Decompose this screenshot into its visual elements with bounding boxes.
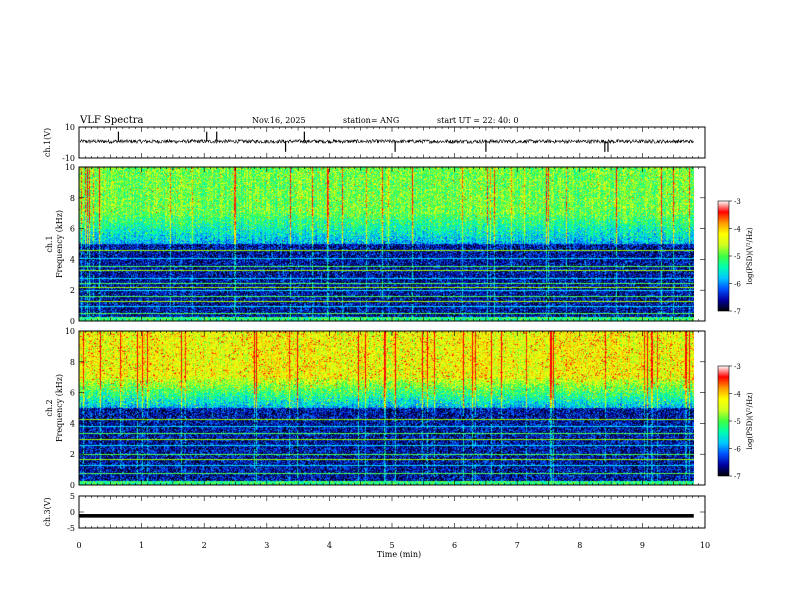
y-tick-label: 6 xyxy=(70,225,75,234)
colorbar-tick-label: -7 xyxy=(734,473,741,481)
start-time-label: start UT = 22: 40: 0 xyxy=(437,116,518,125)
y-tick-label: 5 xyxy=(70,492,75,501)
colorbar-tick-label: -4 xyxy=(734,391,741,399)
figure-title: VLF Spectra xyxy=(79,115,144,126)
x-tick-label: 1 xyxy=(139,541,144,550)
ch3-trace xyxy=(79,514,694,518)
y-tick-label: 0 xyxy=(70,317,75,326)
y-tick-label: 4 xyxy=(70,419,75,428)
x-tick-label: 8 xyxy=(577,541,582,550)
y-tick-label: 10 xyxy=(65,123,75,132)
colorbar-label: log(PSD)(V²/Hz) xyxy=(746,227,754,284)
colorbar-tick-label: -3 xyxy=(734,363,741,371)
ch2-spectrogram-image xyxy=(79,331,694,485)
x-tick-label: 7 xyxy=(515,541,520,550)
station-label: station= ANG xyxy=(343,116,399,125)
y-tick-label: 0 xyxy=(70,508,75,517)
panel-frames xyxy=(78,126,706,529)
y-tick-label: 8 xyxy=(70,358,75,367)
y-tick-label: 10 xyxy=(65,163,75,172)
y-tick-label: 8 xyxy=(70,194,75,203)
x-tick-label: 0 xyxy=(76,541,81,550)
x-tick-label: 2 xyxy=(202,541,207,550)
x-tick-label: 9 xyxy=(640,541,645,550)
colorbar-2 xyxy=(717,365,730,477)
y-tick-label: 10 xyxy=(65,327,75,336)
y-tick-label: 2 xyxy=(70,450,75,459)
y-tick-label: 0 xyxy=(70,481,75,490)
y-tick-label: 6 xyxy=(70,389,75,398)
y-axis-label: ch.1Frequency (kHz) xyxy=(45,210,64,278)
y-axis-label: ch.2Frequency (kHz) xyxy=(45,374,64,442)
x-tick-label: 6 xyxy=(452,541,457,550)
y-tick-label: -10 xyxy=(62,154,75,163)
x-tick-label: 10 xyxy=(700,541,710,550)
y-axis-label: ch.3(V) xyxy=(43,497,52,526)
colorbars: -3 -4 -5 -6 -7 log(PSD)(V²/Hz) -3 -4 -5 -6 -7 log(P… xyxy=(717,198,754,481)
ch1-trace xyxy=(79,138,694,145)
x-tick-label: 4 xyxy=(327,541,332,550)
colorbar-1 xyxy=(717,200,730,312)
colorbar-tick-label: -4 xyxy=(734,226,741,234)
colorbar-tick-label: -7 xyxy=(734,308,741,316)
x-axis-label: Time (min) xyxy=(377,550,421,559)
time-axis: 0 1 2 3 4 5 6 7 8 9 10 xyxy=(76,541,710,550)
x-tick-label: 3 xyxy=(264,541,269,550)
ch1-spectrogram-image xyxy=(79,167,694,321)
ch3-waveform-panel: 5 0 -5 ch.3(V) xyxy=(43,492,705,533)
colorbar-label: log(PSD)(V²/Hz) xyxy=(746,392,754,449)
ch1-waveform-panel: 10 -10 ch.1(V) xyxy=(43,123,705,163)
colorbar-tick-label: -6 xyxy=(734,281,741,289)
ch2-spectrogram-panel: 0 2 4 6 8 10 ch.2Frequency (kHz) xyxy=(45,327,705,490)
y-tick-label: -5 xyxy=(67,524,75,533)
colorbar-tick-label: -5 xyxy=(734,418,741,426)
colorbar-tick-label: -6 xyxy=(734,446,741,454)
x-tick-label: 5 xyxy=(389,541,394,550)
colorbar-tick-label: -5 xyxy=(734,253,741,261)
y-tick-label: 4 xyxy=(70,255,75,264)
colorbar-tick-label: -3 xyxy=(734,198,741,206)
ch1-spectrogram-panel: 0 2 4 6 8 10 ch.1Frequency (kHz) xyxy=(45,163,705,326)
date-label: Nov.16, 2025 xyxy=(252,116,306,125)
y-tick-label: 2 xyxy=(70,286,75,295)
y-axis-label: ch.1(V) xyxy=(43,128,52,157)
